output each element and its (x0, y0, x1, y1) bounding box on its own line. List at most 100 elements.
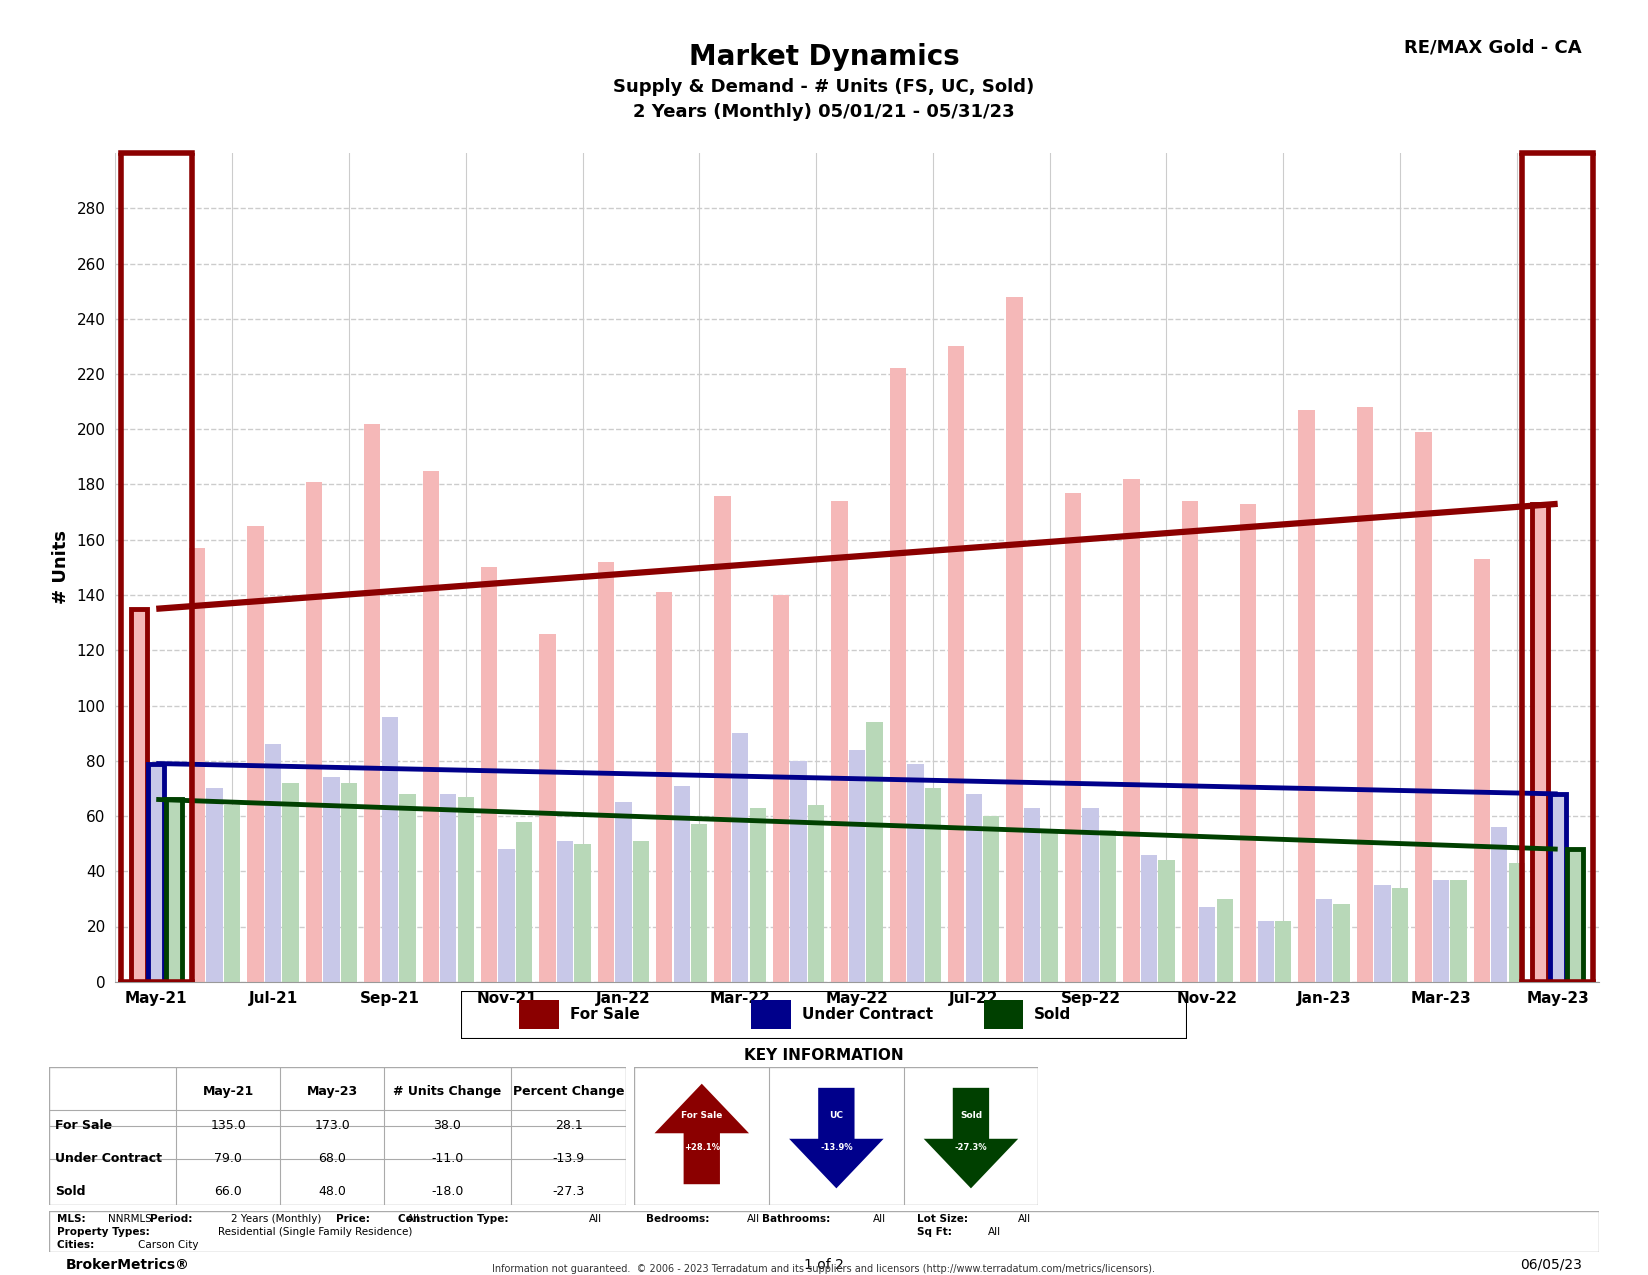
Text: Sq Ft:: Sq Ft: (916, 1227, 956, 1237)
Bar (656, 592, 672, 982)
Bar (715, 496, 730, 982)
Text: 173.0: 173.0 (315, 1118, 349, 1131)
Text: For Sale: For Sale (681, 1111, 722, 1119)
Text: 1 of 2: 1 of 2 (804, 1258, 844, 1271)
Text: Sold: Sold (1035, 1007, 1071, 1023)
Bar (382, 717, 397, 982)
Polygon shape (654, 1084, 748, 1184)
Text: -13.9: -13.9 (552, 1151, 585, 1164)
Bar (1567, 849, 1584, 982)
Bar (323, 778, 339, 982)
Text: 68.0: 68.0 (318, 1151, 346, 1164)
Bar (1416, 432, 1432, 982)
Text: For Sale: For Sale (54, 1118, 112, 1131)
Bar (206, 788, 222, 982)
Bar (691, 825, 707, 982)
Bar (984, 1001, 1023, 1029)
Bar (751, 1001, 791, 1029)
Bar (1473, 558, 1490, 982)
Text: # Units Change: # Units Change (394, 1085, 501, 1099)
Text: Information not guaranteed.  © 2006 - 2023 Terradatum and its suppliers and lice: Information not guaranteed. © 2006 - 202… (493, 1264, 1155, 1274)
Polygon shape (789, 1088, 883, 1188)
Text: -18.0: -18.0 (432, 1184, 463, 1197)
Text: 38.0: 38.0 (433, 1118, 461, 1131)
Text: BrokerMetrics®: BrokerMetrics® (66, 1258, 190, 1271)
Bar (399, 794, 415, 982)
Text: 48.0: 48.0 (318, 1184, 346, 1197)
Bar (1216, 899, 1233, 982)
Text: -27.3: -27.3 (552, 1184, 585, 1197)
Text: Carson City: Carson City (138, 1239, 198, 1250)
Bar (498, 849, 514, 982)
Bar (966, 794, 982, 982)
Text: Sold: Sold (959, 1111, 982, 1119)
Bar (341, 783, 358, 982)
Bar (1317, 899, 1332, 982)
Bar (1140, 854, 1157, 982)
Bar (890, 368, 906, 982)
Text: -27.3%: -27.3% (954, 1142, 987, 1151)
Text: UC: UC (829, 1111, 844, 1119)
Bar (1124, 479, 1139, 982)
Bar (1159, 861, 1175, 982)
Bar (282, 783, 298, 982)
Bar (1333, 904, 1350, 982)
Text: All: All (873, 1214, 887, 1224)
Bar (1042, 830, 1058, 982)
Text: -13.9%: -13.9% (821, 1142, 852, 1151)
Bar (148, 764, 165, 982)
Bar (1023, 808, 1040, 982)
Text: All: All (1017, 1214, 1030, 1224)
Bar (1182, 501, 1198, 982)
Text: NNRMLS: NNRMLS (107, 1214, 152, 1224)
Bar (364, 423, 381, 982)
Bar (247, 525, 264, 982)
Bar (1299, 411, 1315, 982)
Bar (1083, 808, 1099, 982)
Bar (539, 634, 555, 982)
Bar (165, 799, 181, 982)
Text: All: All (747, 1214, 760, 1224)
Bar (1356, 407, 1373, 982)
Bar (773, 595, 789, 982)
Text: KEY INFORMATION: KEY INFORMATION (745, 1048, 903, 1063)
Text: All: All (590, 1214, 603, 1224)
Bar (948, 347, 964, 982)
Bar (1200, 908, 1216, 982)
Bar (984, 816, 999, 982)
Bar (732, 733, 748, 982)
Text: All: All (407, 1214, 420, 1224)
Text: 79.0: 79.0 (214, 1151, 242, 1164)
Text: MLS:: MLS: (58, 1214, 89, 1224)
Bar (575, 844, 590, 982)
Bar (557, 842, 574, 982)
Bar (422, 470, 438, 982)
Bar (1007, 297, 1023, 982)
Text: RE/MAX Gold - CA: RE/MAX Gold - CA (1404, 38, 1582, 56)
Bar (481, 567, 498, 982)
Text: -11.0: -11.0 (432, 1151, 463, 1164)
Text: 66.0: 66.0 (214, 1184, 242, 1197)
Text: All: All (987, 1227, 1000, 1237)
Bar (1393, 887, 1407, 982)
Text: May-23: May-23 (307, 1085, 358, 1099)
Text: Residential (Single Family Residence): Residential (Single Family Residence) (218, 1227, 412, 1237)
Bar (1533, 504, 1549, 982)
Bar (1099, 830, 1116, 982)
Bar (674, 785, 691, 982)
Bar (598, 562, 615, 982)
Bar (1065, 492, 1081, 982)
Bar (190, 548, 206, 982)
Text: Period:: Period: (150, 1214, 196, 1224)
Bar (516, 821, 532, 982)
Bar (750, 808, 766, 982)
Text: Bathrooms:: Bathrooms: (761, 1214, 834, 1224)
Bar (224, 805, 241, 982)
Bar (1374, 885, 1391, 982)
Text: Cities:: Cities: (58, 1239, 99, 1250)
Text: 135.0: 135.0 (211, 1118, 246, 1131)
Bar (1491, 827, 1508, 982)
Text: Market Dynamics: Market Dynamics (689, 43, 959, 71)
Bar (633, 842, 649, 982)
Text: Sold: Sold (54, 1184, 86, 1197)
